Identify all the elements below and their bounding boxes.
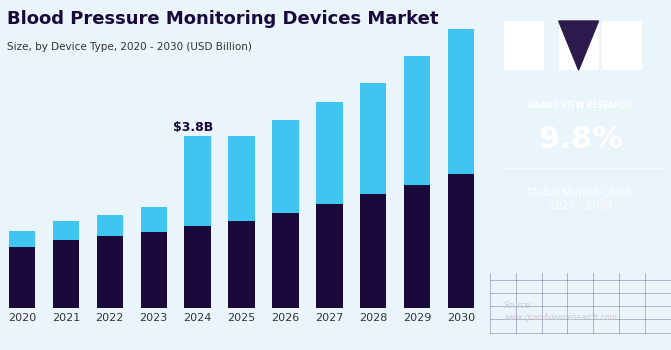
Bar [140, 232, 167, 308]
Bar [316, 102, 343, 204]
Text: Size, by Device Type, 2020 - 2030 (USD Billion): Size, by Device Type, 2020 - 2030 (USD B… [7, 42, 252, 52]
Bar [360, 83, 386, 194]
Bar [360, 194, 386, 308]
Text: GRAND VIEW RESEARCH: GRAND VIEW RESEARCH [528, 100, 633, 110]
Polygon shape [559, 21, 599, 70]
Bar [97, 237, 123, 308]
Bar [97, 215, 123, 237]
Bar [53, 240, 79, 308]
FancyBboxPatch shape [559, 21, 599, 70]
Bar [404, 185, 430, 308]
Bar [404, 56, 430, 185]
Bar [9, 231, 35, 247]
Text: $3.8B: $3.8B [174, 121, 214, 134]
Bar [185, 136, 211, 225]
Bar [228, 221, 255, 308]
Text: Blood Pressure Monitoring Devices Market: Blood Pressure Monitoring Devices Market [7, 10, 438, 28]
Text: Global Market CAGR,
2025 - 2030: Global Market CAGR, 2025 - 2030 [526, 188, 635, 211]
Bar [272, 120, 299, 213]
Bar [185, 225, 211, 308]
FancyBboxPatch shape [602, 21, 642, 70]
Text: 9.8%: 9.8% [538, 126, 623, 154]
Bar [272, 213, 299, 308]
Bar [9, 247, 35, 308]
Bar [140, 206, 167, 232]
Bar [228, 136, 255, 221]
Bar [448, 174, 474, 308]
Bar [53, 221, 79, 240]
Bar [316, 204, 343, 308]
FancyBboxPatch shape [505, 21, 544, 70]
Bar [448, 29, 474, 174]
Text: Source:
www.grandviewresearch.com: Source: www.grandviewresearch.com [505, 301, 617, 322]
